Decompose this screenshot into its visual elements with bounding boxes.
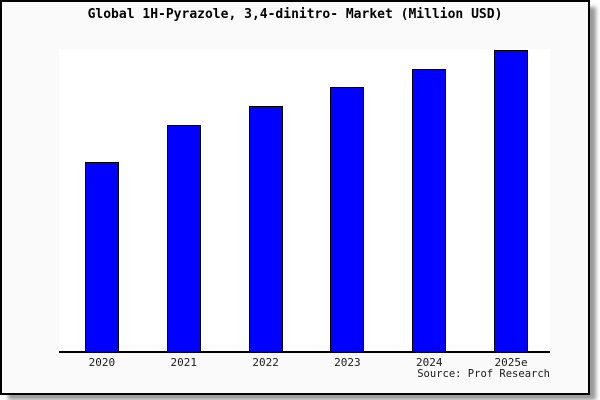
x-tick-label-2024: 2024: [416, 356, 443, 369]
x-tick-label-2022: 2022: [252, 356, 279, 369]
x-tick-label-2020: 2020: [88, 356, 116, 369]
x-tick-label-2021: 2021: [170, 356, 198, 369]
bar-2020: [84, 161, 119, 351]
x-tick-label-2025e: 2025e: [494, 356, 528, 369]
source-note: Source: Prof Research: [417, 368, 550, 380]
plot-area: [59, 49, 550, 353]
bar-2023: [330, 87, 365, 351]
bar-2025e: [494, 50, 529, 351]
bar-2024: [412, 68, 447, 351]
chart-title: Global 1H-Pyrazole, 3,4-dinitro- Market …: [87, 7, 503, 22]
x-tick-label-2023: 2023: [334, 356, 361, 369]
chart-card: Global 1H-Pyrazole, 3,4-dinitro- Market …: [0, 0, 590, 395]
bar-2021: [166, 124, 201, 351]
bar-2022: [248, 106, 283, 351]
